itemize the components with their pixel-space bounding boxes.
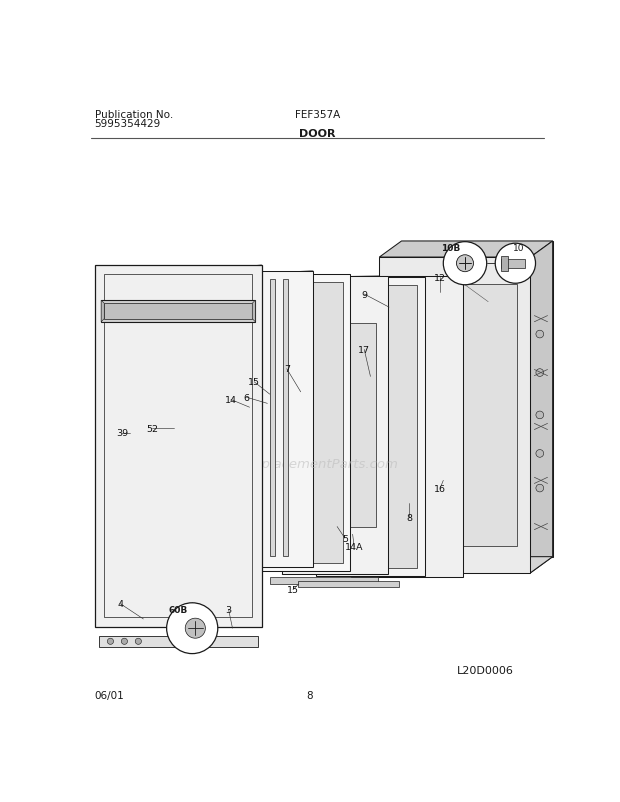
Polygon shape (351, 277, 463, 577)
Text: 8: 8 (406, 513, 412, 522)
Text: DOOR: DOOR (299, 128, 336, 139)
Polygon shape (95, 265, 262, 627)
Text: 6: 6 (244, 393, 249, 402)
Text: 10: 10 (513, 244, 525, 253)
Circle shape (135, 638, 141, 645)
Text: 12: 12 (434, 273, 446, 282)
Polygon shape (502, 256, 508, 272)
Text: Publication No.: Publication No. (94, 110, 173, 120)
Polygon shape (402, 241, 552, 557)
Text: L20D0006: L20D0006 (458, 666, 514, 675)
Polygon shape (270, 279, 275, 556)
Text: 06/01: 06/01 (94, 690, 124, 700)
Text: 15: 15 (287, 585, 299, 594)
Polygon shape (294, 324, 376, 527)
Polygon shape (248, 275, 350, 571)
Polygon shape (270, 577, 378, 584)
Circle shape (536, 369, 544, 377)
Polygon shape (99, 636, 258, 647)
Text: 10B: 10B (441, 244, 461, 253)
Text: 39: 39 (117, 428, 128, 438)
Polygon shape (101, 301, 255, 322)
Circle shape (536, 450, 544, 458)
Circle shape (495, 244, 536, 284)
Polygon shape (214, 271, 313, 567)
Polygon shape (298, 581, 399, 588)
Polygon shape (316, 277, 425, 576)
Polygon shape (101, 301, 104, 322)
Polygon shape (531, 241, 552, 573)
Polygon shape (502, 259, 525, 269)
Polygon shape (283, 279, 288, 556)
Text: 4: 4 (117, 599, 123, 608)
Circle shape (536, 484, 544, 492)
Circle shape (122, 638, 128, 645)
Polygon shape (379, 241, 552, 257)
Text: 14A: 14A (345, 542, 363, 552)
Circle shape (167, 603, 218, 654)
Circle shape (107, 638, 113, 645)
Text: 8: 8 (307, 690, 313, 700)
Circle shape (443, 242, 487, 286)
Text: FEF357A: FEF357A (294, 110, 340, 120)
Text: 7: 7 (284, 365, 290, 374)
Polygon shape (255, 283, 342, 564)
Text: 17: 17 (358, 346, 370, 354)
Polygon shape (104, 304, 252, 319)
Text: 15: 15 (248, 378, 260, 387)
Polygon shape (393, 285, 516, 546)
Polygon shape (379, 557, 552, 573)
Text: 9: 9 (361, 290, 367, 299)
Polygon shape (252, 301, 255, 322)
Text: eReplacementParts.com: eReplacementParts.com (237, 457, 399, 470)
Polygon shape (324, 286, 417, 569)
Circle shape (185, 618, 205, 638)
Circle shape (536, 330, 544, 338)
Polygon shape (379, 257, 531, 573)
Circle shape (536, 411, 544, 419)
Text: 14: 14 (225, 395, 237, 404)
Text: 52: 52 (146, 424, 158, 433)
Polygon shape (282, 276, 388, 574)
Text: 5995354429: 5995354429 (94, 119, 161, 129)
Text: 5: 5 (342, 534, 348, 543)
Text: 60B: 60B (169, 606, 188, 614)
Circle shape (456, 255, 474, 273)
Text: 3: 3 (226, 606, 232, 614)
Text: 16: 16 (434, 484, 446, 493)
